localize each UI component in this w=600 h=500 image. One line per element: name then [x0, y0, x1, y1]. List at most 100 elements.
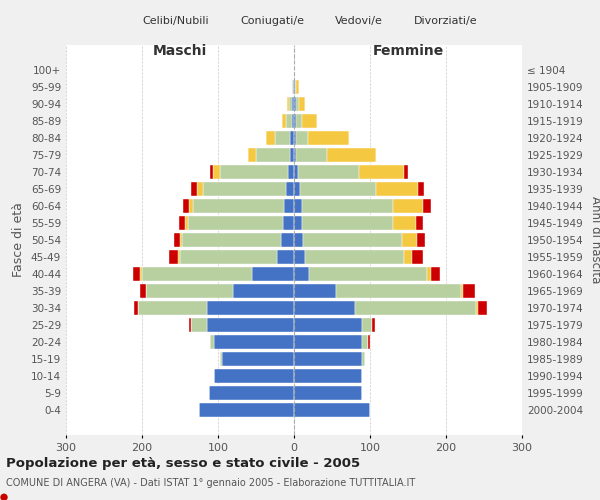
Bar — [412, 250, 423, 264]
Bar — [294, 403, 370, 417]
Bar — [302, 199, 393, 213]
Bar — [294, 130, 296, 145]
Bar — [178, 250, 180, 264]
Bar — [256, 148, 290, 162]
Bar — [294, 148, 296, 162]
Bar — [146, 284, 233, 298]
Bar — [286, 182, 294, 196]
Bar — [294, 114, 296, 128]
Bar — [294, 369, 362, 384]
Bar — [220, 352, 222, 366]
Bar — [179, 216, 185, 230]
Bar — [197, 182, 203, 196]
Bar — [294, 182, 300, 196]
Bar — [193, 199, 284, 213]
Bar — [188, 216, 283, 230]
Y-axis label: Anni di nascita: Anni di nascita — [589, 196, 600, 284]
Bar — [189, 318, 191, 332]
Bar — [336, 284, 461, 298]
Bar — [427, 267, 431, 281]
Bar — [266, 130, 275, 145]
Bar — [300, 182, 376, 196]
Bar — [294, 386, 362, 400]
Legend: Celibi/Nubili, Coniugati/e, Vedovi/e, Divorziati/e: Celibi/Nubili, Coniugati/e, Vedovi/e, Di… — [118, 10, 482, 30]
Bar — [294, 352, 362, 366]
Bar — [203, 182, 286, 196]
Bar — [220, 165, 288, 179]
Bar — [206, 301, 294, 315]
Bar — [299, 96, 305, 111]
Bar — [214, 335, 294, 349]
Bar — [294, 96, 296, 111]
Bar — [355, 301, 476, 315]
Bar — [362, 352, 365, 366]
Bar — [359, 165, 404, 179]
Bar — [298, 165, 359, 179]
Bar — [294, 335, 362, 349]
Bar — [393, 216, 416, 230]
Bar — [294, 216, 302, 230]
Bar — [209, 165, 214, 179]
Bar — [290, 130, 294, 145]
Bar — [302, 216, 393, 230]
Bar — [275, 130, 290, 145]
Bar — [287, 96, 289, 111]
Y-axis label: Fasce di età: Fasce di età — [13, 202, 25, 278]
Bar — [294, 250, 305, 264]
Bar — [376, 182, 418, 196]
Bar — [416, 216, 423, 230]
Bar — [431, 267, 440, 281]
Bar — [305, 250, 404, 264]
Bar — [296, 130, 308, 145]
Bar — [182, 233, 281, 247]
Bar — [209, 386, 294, 400]
Bar — [281, 233, 294, 247]
Bar — [368, 335, 370, 349]
Bar — [214, 165, 220, 179]
Bar — [362, 335, 368, 349]
Bar — [309, 267, 427, 281]
Bar — [282, 114, 286, 128]
Bar — [371, 318, 376, 332]
Bar — [290, 148, 294, 162]
Bar — [463, 284, 475, 298]
Bar — [294, 267, 309, 281]
Bar — [283, 216, 294, 230]
Text: Popolazione per età, sesso e stato civile - 2005: Popolazione per età, sesso e stato civil… — [6, 458, 360, 470]
Bar — [191, 318, 206, 332]
Bar — [461, 284, 463, 298]
Bar — [248, 148, 256, 162]
Bar — [296, 148, 326, 162]
Bar — [308, 130, 349, 145]
Bar — [294, 199, 302, 213]
Bar — [402, 233, 417, 247]
Bar — [180, 250, 277, 264]
Bar — [185, 216, 188, 230]
Bar — [295, 80, 296, 94]
Bar — [478, 301, 487, 315]
Bar — [289, 96, 292, 111]
Bar — [294, 301, 355, 315]
Bar — [293, 80, 294, 94]
Bar — [294, 233, 303, 247]
Bar — [140, 284, 146, 298]
Bar — [189, 199, 193, 213]
Bar — [199, 403, 294, 417]
Bar — [134, 301, 138, 315]
Bar — [140, 267, 142, 281]
Bar — [326, 148, 376, 162]
Bar — [214, 369, 294, 384]
Bar — [292, 114, 294, 128]
Bar — [303, 233, 402, 247]
Bar — [292, 96, 294, 111]
Text: Femmine: Femmine — [373, 44, 443, 58]
Bar — [423, 199, 431, 213]
Bar — [233, 284, 294, 298]
Bar — [142, 267, 252, 281]
Bar — [404, 250, 412, 264]
Bar — [296, 114, 302, 128]
Bar — [138, 301, 206, 315]
Bar — [277, 250, 294, 264]
Bar — [294, 284, 336, 298]
Bar — [404, 165, 408, 179]
